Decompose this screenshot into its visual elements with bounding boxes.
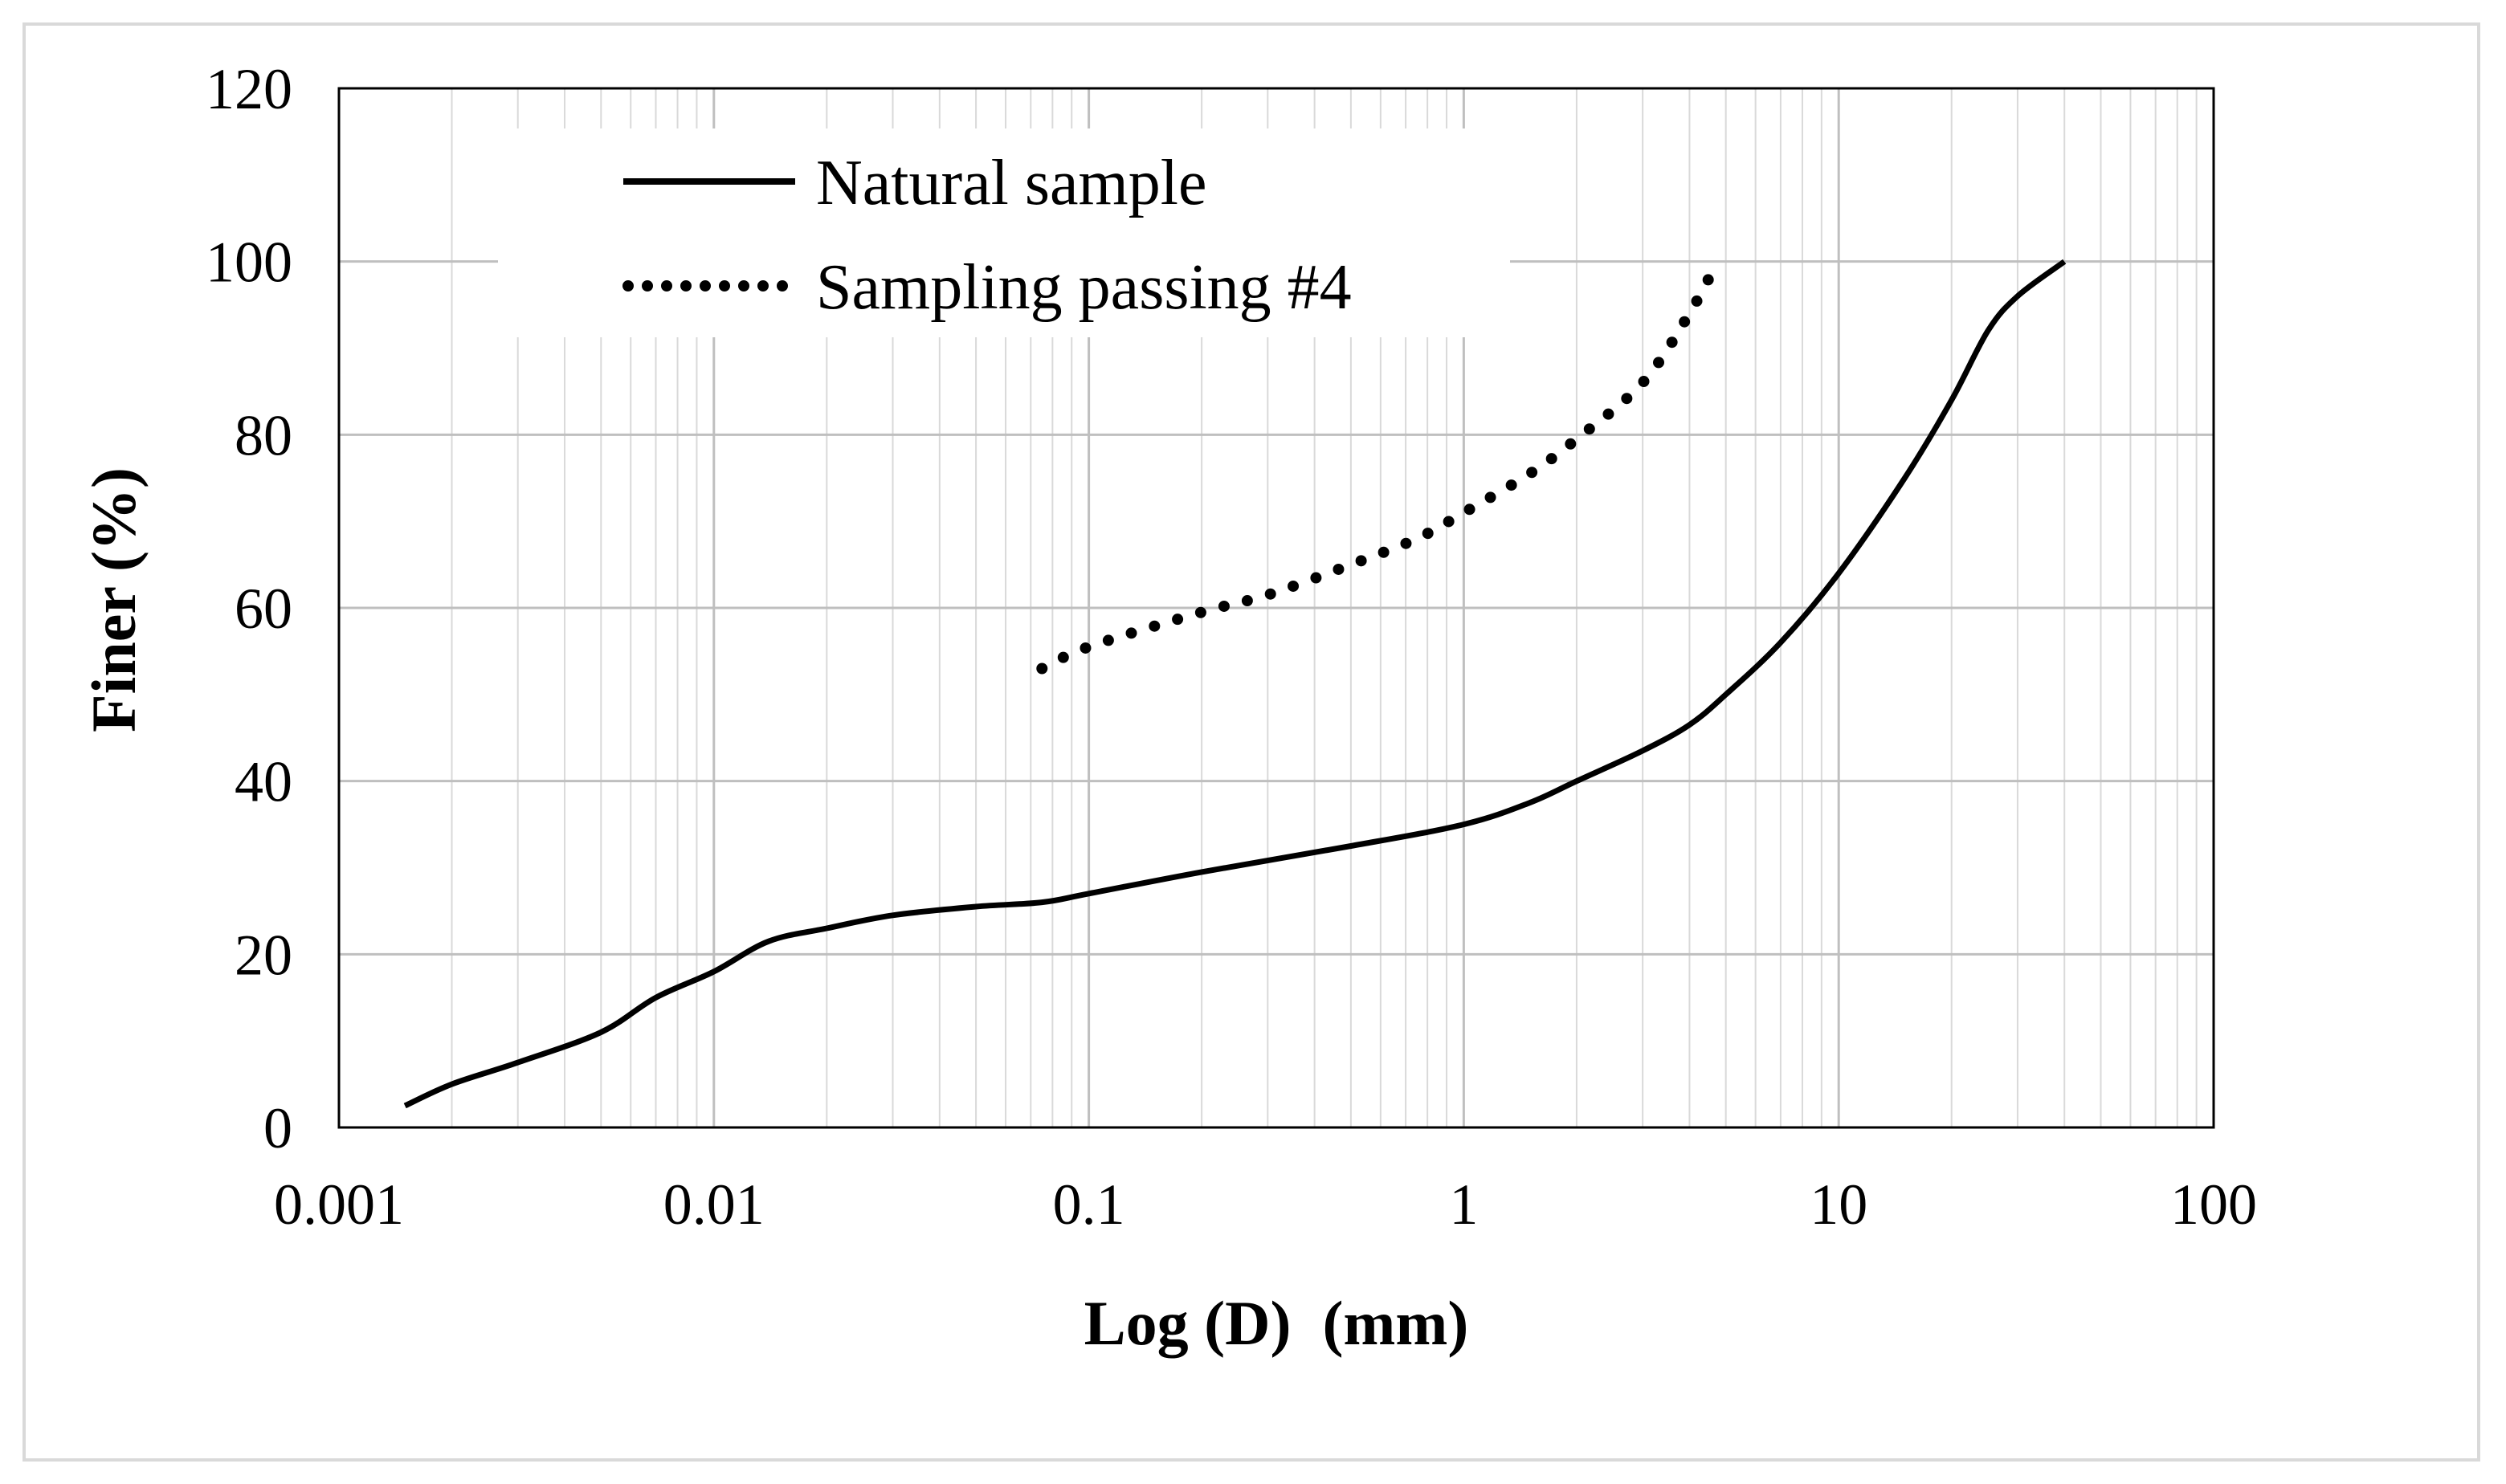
x-tick-label: 10 [1810,1172,1867,1237]
x-axis-ticks: 0.001 0.01 0.1 1 10 100 [274,1172,2257,1237]
series-layer [403,255,2067,1109]
y-tick-label: 60 [235,577,292,641]
y-tick-label: 100 [206,230,292,295]
x-tick-label: 1 [1449,1172,1478,1237]
y-tick-label: 0 [263,1096,292,1160]
legend: Natural sample Sampling passing #4 [622,148,1352,323]
legend-label-sampling-passing-4: Sampling passing #4 [816,252,1352,323]
legend-label-natural-sample: Natural sample [816,148,1206,218]
y-axis-title: Finer (%) [79,467,149,732]
series-line-natural-sample [403,259,2067,1109]
x-tick-label: 100 [2170,1172,2257,1237]
x-tick-label: 0.001 [274,1172,404,1237]
y-tick-label: 120 [206,57,292,121]
y-tick-label: 40 [235,750,292,814]
legend-box [498,128,1510,337]
x-tick-label: 0.01 [663,1172,765,1237]
series-line-sampling-passing-4 [1036,255,1724,675]
x-tick-label: 0.1 [1053,1172,1125,1237]
y-axis-ticks: 0 20 40 60 80 100 120 [206,57,292,1160]
plot-area-border [337,87,2215,1129]
x-axis-title: Log (D) (mm) [1084,1288,1469,1358]
y-tick-label: 20 [235,923,292,987]
y-tick-label: 80 [235,403,292,467]
